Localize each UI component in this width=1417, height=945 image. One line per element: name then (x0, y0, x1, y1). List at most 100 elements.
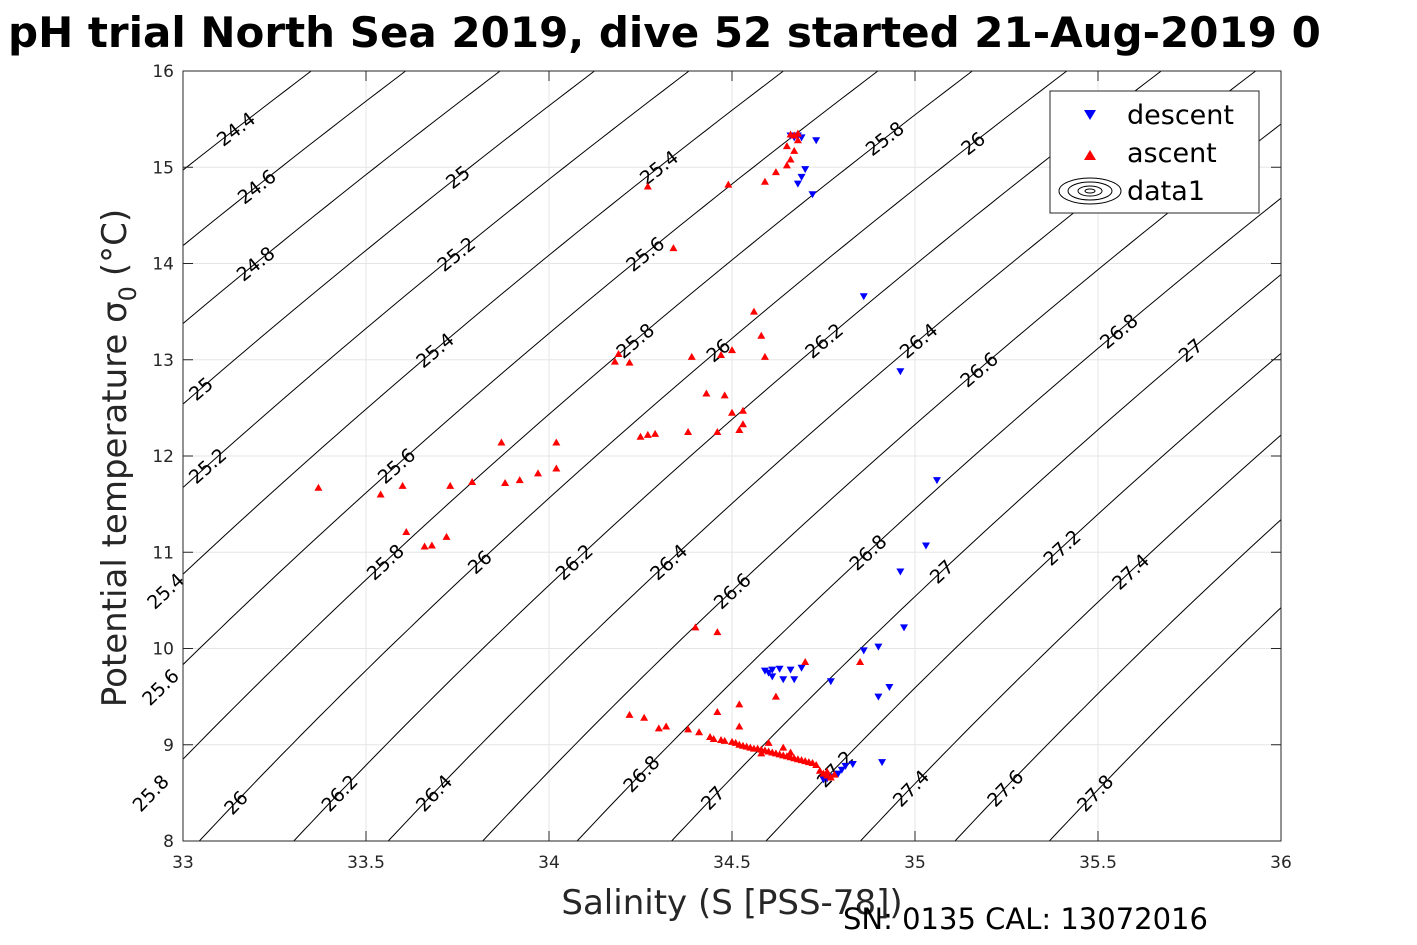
isopycnal-25.8 (183, 71, 974, 760)
series-descent (760, 132, 941, 784)
descent-point (885, 684, 894, 691)
ascent-point (771, 168, 780, 176)
descent-point (932, 477, 941, 485)
y-tick-label: 9 (163, 736, 174, 756)
descent-point (779, 676, 788, 684)
y-tick-label: 8 (163, 832, 174, 852)
ascent-point (720, 391, 729, 399)
isopycnal-24.8 (183, 71, 501, 325)
ascent-point (636, 432, 645, 440)
ascent-point (402, 528, 411, 536)
y-tick-label: 15 (152, 158, 174, 178)
ascent-point (738, 406, 747, 414)
legend-data1-label: data1 (1127, 176, 1205, 207)
isopycnal-27.6 (954, 518, 1281, 841)
isopycnal-26.2 (293, 71, 1163, 841)
y-tick-label: 13 (152, 351, 174, 371)
isopycnal-24.6 (183, 71, 407, 247)
isopycnal-25.2 (183, 71, 690, 489)
legend: descent ascent data1 (1049, 90, 1260, 214)
y-axis-title: Potential temperature σ0 (°C) (95, 209, 142, 707)
ascent-point (728, 408, 736, 416)
ascent-point (643, 430, 652, 438)
ascent-point (786, 155, 795, 163)
descent-point (760, 667, 769, 675)
ascent-point (643, 182, 652, 190)
ascent-point (654, 724, 663, 732)
ascent-point (314, 483, 323, 491)
descent-point (834, 770, 843, 778)
ascent-point (720, 736, 729, 744)
y-axis-title-unit: (°C) (95, 209, 135, 276)
x-tick-label: 33 (172, 853, 194, 873)
descent-point (775, 665, 784, 673)
y-tick-label: 14 (152, 255, 174, 275)
ascent-point (709, 734, 718, 742)
ascent-point (691, 623, 700, 631)
ascent-point (552, 438, 561, 446)
data-series (314, 129, 941, 784)
ascent-point (771, 692, 780, 700)
ascent-point (651, 429, 660, 437)
ascent-point (793, 136, 802, 144)
series-ascent (314, 129, 865, 781)
ascent-point (713, 628, 722, 636)
ascent-point (823, 767, 832, 775)
x-tick-label: 34.5 (713, 853, 751, 873)
y-axis-title-main: Potential temperature σ (95, 301, 135, 707)
y-tick-label: 16 (152, 62, 174, 82)
descent-point (896, 368, 905, 376)
ascent-point (625, 358, 634, 366)
descent-point (812, 137, 821, 145)
descent-point (808, 191, 817, 199)
ascent-point (735, 700, 744, 708)
y-axis-title-subscript: 0 (114, 286, 142, 301)
descent-point (859, 647, 868, 655)
descent-point (797, 173, 806, 181)
ascent-point (420, 542, 429, 550)
ascent-point (738, 420, 747, 428)
ascent-point (625, 710, 634, 718)
x-axis-title: Salinity (S [PSS-78]) (561, 883, 902, 923)
isopycnal-26 (198, 71, 1068, 841)
ascent-point (760, 177, 769, 185)
ascent-point (640, 713, 649, 721)
x-tick-label: 34 (538, 853, 560, 873)
axis-ticks: 33 33.5 34 34.5 35 35.5 36 8 9 10 11 12 13 14 15 16 (152, 62, 1291, 873)
descent-point (848, 761, 857, 768)
ascent-point (735, 722, 744, 730)
ascent-point (687, 352, 696, 360)
ascent-point (501, 478, 510, 486)
descent-point (768, 673, 777, 681)
ascent-point (614, 349, 623, 357)
isopycnal-27.4 (859, 434, 1281, 841)
ascent-point (790, 131, 799, 139)
ascent-point (713, 708, 722, 716)
descent-point (837, 766, 846, 774)
descent-point (900, 624, 909, 632)
ascent-point (757, 331, 766, 339)
legend-descent-label: descent (1127, 100, 1234, 131)
descent-point (797, 664, 806, 672)
ascent-point (801, 657, 810, 665)
serial-calibration-note: SN: 0135 CAL: 13072016 (843, 902, 1208, 936)
ascent-point (760, 352, 769, 360)
ascent-point (856, 657, 865, 665)
descent-point (874, 643, 883, 651)
ascent-point (534, 469, 543, 477)
ascent-point (669, 244, 678, 252)
isopycnal-26.8 (576, 197, 1281, 841)
descent-point (878, 759, 887, 767)
ascent-point (695, 728, 704, 736)
ascent-point (735, 426, 744, 434)
ascent-point (468, 477, 477, 485)
ascent-point (782, 142, 791, 150)
ascent-point (724, 180, 733, 188)
isopycnal-25.4 (183, 71, 785, 575)
ascent-point (497, 438, 506, 446)
legend-descent-marker (1084, 110, 1096, 120)
ascent-point (830, 770, 839, 778)
descent-point (786, 666, 795, 674)
ascent-point (515, 476, 524, 484)
